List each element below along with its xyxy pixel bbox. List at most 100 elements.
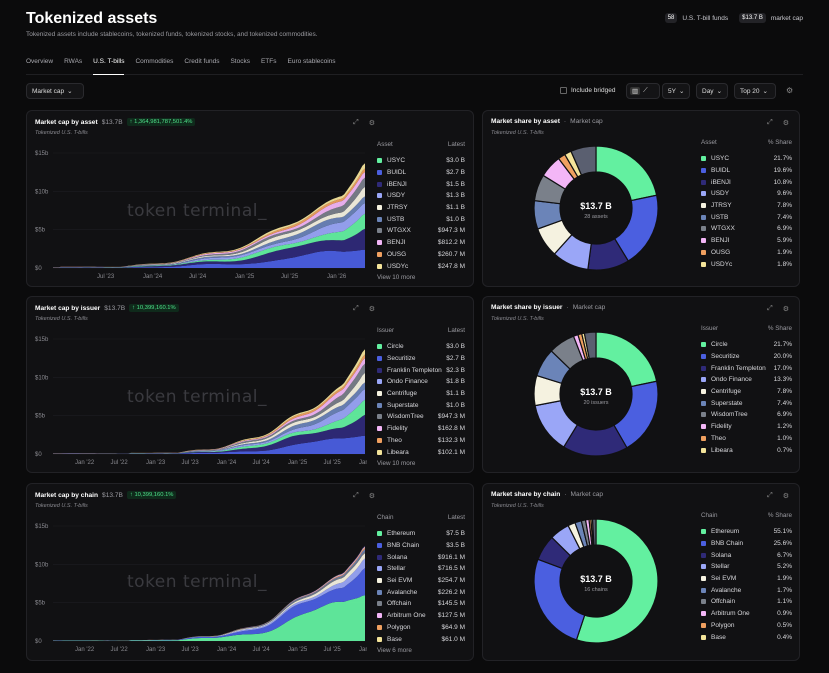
legend-row[interactable]: Securitize $2.7 B	[377, 353, 465, 365]
donut-slice[interactable]	[595, 145, 658, 202]
range-dropdown[interactable]: 5Y ⌄	[662, 83, 690, 99]
bar-chart-icon[interactable]: ▥	[630, 87, 641, 95]
legend-row[interactable]: OUSG 1.9%	[701, 247, 792, 259]
gear-icon[interactable]: ⚙	[368, 493, 375, 500]
legend-row[interactable]: Securitize 20.0%	[701, 351, 792, 363]
tab-rwas[interactable]: RWAs	[64, 58, 83, 65]
donut-slice[interactable]	[595, 331, 658, 388]
legend-row[interactable]: Ondo Finance 13.3%	[701, 374, 792, 386]
legend-row[interactable]: WisdomTree $947.3 M	[377, 411, 465, 423]
tab-overview[interactable]: Overview	[26, 58, 54, 65]
legend-row[interactable]: iBENJI $1.5 B	[377, 178, 465, 190]
legend-row[interactable]: Base 0.4%	[701, 631, 792, 643]
gear-icon[interactable]: ⚙	[368, 306, 375, 313]
legend-row[interactable]: WTGXX 6.9%	[701, 223, 792, 235]
legend-row[interactable]: iBENJI 10.8%	[701, 176, 792, 188]
expand-icon[interactable]: ⤢	[767, 119, 773, 126]
line-chart-icon[interactable]: ⟋	[643, 87, 648, 94]
legend-row[interactable]: USDY $1.3 B	[377, 190, 465, 202]
top-n-dropdown[interactable]: Top 20 ⌄	[734, 83, 776, 99]
legend-row[interactable]: BNB Chain 25.6%	[701, 538, 792, 550]
legend-row[interactable]: JTRSY 7.8%	[701, 200, 792, 212]
legend-row[interactable]: Offchain $145.5 M	[377, 598, 465, 610]
tab-stocks[interactable]: Stocks	[230, 58, 250, 65]
legend-row[interactable]: Fidelity $162.8 M	[377, 423, 465, 435]
metric-dropdown[interactable]: Market cap ⌄	[26, 83, 84, 99]
legend-row[interactable]: Superstate $1.0 B	[377, 399, 465, 411]
include-bridged-toggle[interactable]: Include bridged	[560, 87, 615, 94]
donut-slice[interactable]	[533, 558, 586, 641]
tab-etfs[interactable]: ETFs	[260, 58, 277, 65]
legend-row[interactable]: OUSG $260.7 M	[377, 249, 465, 261]
legend-row[interactable]: BUIDL 19.6%	[701, 165, 792, 177]
expand-icon[interactable]: ⤢	[767, 492, 773, 499]
legend-row[interactable]: USYC 21.7%	[701, 153, 792, 165]
legend-row[interactable]: BENJI $812.2 M	[377, 237, 465, 249]
legend-row[interactable]: USYC $3.0 B	[377, 155, 465, 167]
gear-icon[interactable]: ⚙	[782, 120, 789, 127]
legend-row[interactable]: Arbitrum One $127.5 M	[377, 610, 465, 622]
legend-row[interactable]: USTB $1.0 B	[377, 213, 465, 225]
expand-icon[interactable]: ⤢	[353, 119, 359, 126]
chart-type-switch[interactable]: ▥ ⟋	[626, 83, 660, 99]
expand-icon[interactable]: ⤢	[767, 305, 773, 312]
donut-slice[interactable]	[583, 331, 597, 360]
legend-row[interactable]: Offchain 1.1%	[701, 596, 792, 608]
tab-commodities[interactable]: Commodities	[135, 58, 174, 65]
legend-row[interactable]: BUIDL $2.7 B	[377, 167, 465, 179]
legend-row[interactable]: Stellar $716.5 M	[377, 563, 465, 575]
legend-row[interactable]: Avalanche 1.7%	[701, 584, 792, 596]
donut-slice[interactable]	[575, 518, 659, 644]
legend-row[interactable]: Ondo Finance $1.8 B	[377, 376, 465, 388]
tab-euro-stablecoins[interactable]: Euro stablecoins	[287, 58, 336, 65]
legend-row[interactable]: Solana $916.1 M	[377, 551, 465, 563]
area-series[interactable]	[53, 568, 365, 641]
legend-row[interactable]: Franklin Templeton 17.0%	[701, 362, 792, 374]
legend-row[interactable]: Solana 6.7%	[701, 549, 792, 561]
legend-row[interactable]: Stellar 5.2%	[701, 561, 792, 573]
legend-row[interactable]: Polygon $64.9 M	[377, 622, 465, 634]
legend-row[interactable]: Centrifuge $1.1 B	[377, 388, 465, 400]
legend-row[interactable]: Fidelity 1.2%	[701, 421, 792, 433]
legend-row[interactable]: USTB 7.4%	[701, 211, 792, 223]
legend-row[interactable]: USDY 9.6%	[701, 188, 792, 200]
view-more-link[interactable]: View 6 more	[377, 646, 412, 654]
legend-row[interactable]: WisdomTree 6.9%	[701, 409, 792, 421]
legend-row[interactable]: WTGXX $947.3 M	[377, 225, 465, 237]
legend-row[interactable]: Arbitrum One 0.9%	[701, 608, 792, 620]
legend-row[interactable]: Ethereum 55.1%	[701, 526, 792, 538]
gear-icon[interactable]: ⚙	[782, 493, 789, 500]
legend-row[interactable]: USDYc 1.8%	[701, 258, 792, 270]
tab-credit-funds[interactable]: Credit funds	[184, 58, 220, 65]
expand-icon[interactable]: ⤢	[353, 305, 359, 312]
view-more-link[interactable]: View 10 more	[377, 273, 416, 281]
legend-row[interactable]: USDYc $247.8 M	[377, 260, 465, 272]
legend-row[interactable]: Superstate 7.4%	[701, 397, 792, 409]
gear-icon[interactable]: ⚙	[368, 120, 375, 127]
legend-row[interactable]: Base $61.0 M	[377, 633, 465, 645]
legend-row[interactable]: Theo 1.0%	[701, 433, 792, 445]
legend-row[interactable]: BENJI 5.9%	[701, 235, 792, 247]
granularity-dropdown[interactable]: Day ⌄	[696, 83, 728, 99]
legend-row[interactable]: Circle 21.7%	[701, 339, 792, 351]
settings-gear-icon[interactable]: ⚙	[786, 86, 794, 95]
legend-row[interactable]: Sei EVM $254.7 M	[377, 575, 465, 587]
area-series[interactable]	[53, 435, 365, 454]
checkbox-icon[interactable]	[560, 87, 567, 94]
legend-row[interactable]: Circle $3.0 B	[377, 341, 465, 353]
legend-row[interactable]: Ethereum $7.5 B	[377, 528, 465, 540]
legend-row[interactable]: Libeara 0.7%	[701, 444, 792, 456]
area-series[interactable]	[53, 249, 365, 268]
donut-slice[interactable]	[591, 518, 597, 546]
view-more-link[interactable]: View 10 more	[377, 459, 416, 467]
donut-slice[interactable]	[570, 145, 597, 176]
area-series[interactable]	[53, 414, 365, 454]
legend-row[interactable]: Franklin Templeton $2.3 B	[377, 364, 465, 376]
legend-row[interactable]: Sei EVM 1.9%	[701, 573, 792, 585]
area-series[interactable]	[53, 595, 365, 641]
legend-row[interactable]: Centrifuge 7.8%	[701, 386, 792, 398]
area-series[interactable]	[53, 228, 365, 268]
legend-row[interactable]: JTRSY $1.1 B	[377, 202, 465, 214]
gear-icon[interactable]: ⚙	[782, 306, 789, 313]
expand-icon[interactable]: ⤢	[353, 492, 359, 499]
